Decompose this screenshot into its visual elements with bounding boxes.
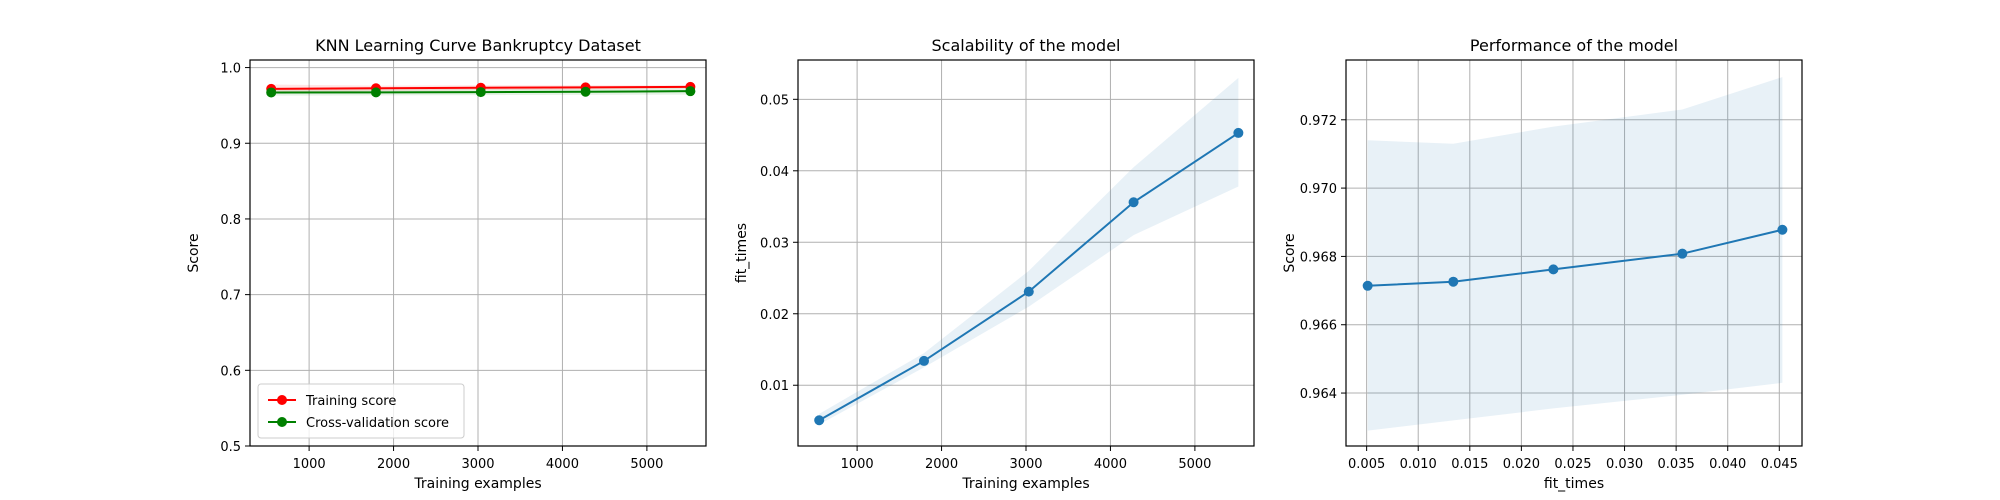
chart-panel-1: 1000 2000 3000 4000 5000 0.5 0.6 0.7 0.8 0.9 1.0 KN… [186,36,707,492]
data-point [1233,127,1244,138]
data-point [475,87,486,98]
data-point [1548,264,1559,275]
chart-title: KNN Learning Curve Bankruptcy Dataset [315,36,641,55]
x-tick-label: 0.045 [1761,457,1798,472]
y-tick-label: 0.9 [220,137,241,152]
data-point [1777,224,1788,235]
y-tick-label: 0.8 [220,213,241,228]
data-point [1023,286,1034,297]
y-tick-label: 0.968 [1300,250,1337,265]
y-tick-label: 0.5 [220,440,241,455]
y-tick-label: 1.0 [220,62,241,77]
y-tick-label: 0.01 [760,379,789,394]
x-axis-label: fit_times [1544,476,1604,492]
y-tick-label: 0.6 [220,364,241,379]
confidence-band-1 [1367,77,1783,431]
data-point [1128,197,1139,208]
y-tick-label: 0.970 [1300,182,1337,197]
y-axis-label: fit_times [734,223,750,283]
x-axis-label: Training examples [413,476,541,492]
data-point [1448,276,1459,287]
legend-label: Training score [305,394,396,409]
x-tick-label: 0.005 [1348,457,1385,472]
x-tick-label: 0.020 [1503,457,1540,472]
data-point [266,87,277,98]
legend-label: Cross-validation score [306,416,449,431]
data-point [370,87,381,98]
x-tick-label: 4000 [546,457,579,472]
data-point [685,86,696,97]
y-tick-label: 0.02 [760,308,789,323]
y-axis-label: Score [186,233,202,272]
legend: Training score Cross-validation score [257,383,465,439]
x-tick-label: 0.010 [1400,457,1437,472]
x-tick-label: 2000 [377,457,410,472]
x-axis-label: Training examples [961,476,1089,492]
chart-panel-2: 1000 2000 3000 4000 5000 0.01 0.02 0.03 0.04 0.05… [734,36,1255,492]
y-tick-label: 0.05 [760,93,789,108]
data-point [580,86,591,97]
x-tick-label: 0.025 [1554,457,1591,472]
x-tick-label: 3000 [1009,457,1042,472]
x-tick-label: 2000 [925,457,958,472]
chart-title: Scalability of the model [932,36,1121,55]
x-tick-label: 5000 [1178,457,1211,472]
x-tick-label: 1000 [841,457,874,472]
chart-panel-3: 0.005 0.010 0.015 0.020 0.025 0.030 0.035 0.040… [1282,36,1803,492]
axes-frame [1345,59,1803,447]
y-tick-label: 0.964 [1300,387,1337,402]
y-tick-label: 0.966 [1300,319,1337,334]
data-point [814,415,825,426]
y-tick-label: 0.972 [1300,114,1337,129]
x-tick-label: 1000 [293,457,326,472]
legend-box [257,383,465,439]
data-point [918,355,929,366]
x-tick-label: 3000 [461,457,494,472]
chart-title: Performance of the model [1470,36,1678,55]
x-tick-label: 0.040 [1709,457,1746,472]
y-tick-label: 0.7 [220,289,241,304]
x-tick-label: 0.030 [1606,457,1643,472]
confidence-band-1 [819,77,1239,425]
x-tick-label: 0.035 [1658,457,1695,472]
x-tick-label: 5000 [630,457,663,472]
x-tick-label: 0.015 [1451,457,1488,472]
y-tick-label: 0.04 [760,165,789,180]
legend-marker [277,395,287,405]
x-tick-label: 4000 [1094,457,1127,472]
data-point [1677,248,1688,259]
y-axis-label: Score [1282,233,1298,272]
legend-marker [277,417,287,427]
data-point [1362,280,1373,291]
y-tick-label: 0.03 [760,236,789,251]
